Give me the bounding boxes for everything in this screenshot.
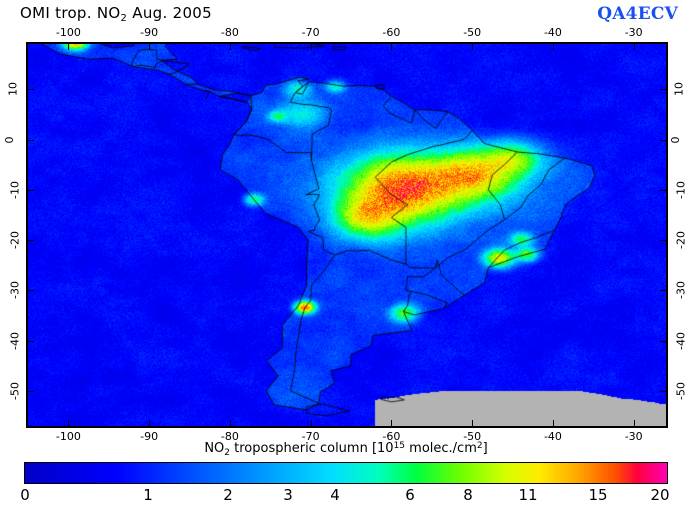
colorbar-tick-label: 0 <box>20 486 30 504</box>
x-tick-mark <box>149 44 151 50</box>
colorbar-tick-label: 2 <box>223 486 233 504</box>
x-tick-mark <box>310 44 312 50</box>
y-tick-label-left: -40 <box>8 331 22 350</box>
title-date: Aug. 2005 <box>127 4 212 22</box>
colorbar-tick-label: 20 <box>650 486 670 504</box>
colorbar-title-exponent: 15 <box>393 441 406 451</box>
x-tick-label: -50 <box>463 430 482 443</box>
colorbar-title-exponent2: 2 <box>476 441 483 451</box>
x-tick-label: -60 <box>382 26 401 39</box>
x-tick-mark <box>68 420 70 426</box>
x-tick-label: -50 <box>463 26 482 39</box>
colorbar-title: NO2 tropospheric column [1015 molec./cm2… <box>204 441 487 458</box>
y-tick-mark <box>660 240 666 242</box>
colorbar-tick-label: 4 <box>330 486 340 504</box>
colorbar-gradient <box>25 463 667 483</box>
y-tick-label-left: 10 <box>6 82 20 97</box>
colorbar-title-post: molec./cm <box>405 441 477 456</box>
title-subscript: 2 <box>120 13 128 24</box>
y-tick-mark <box>28 89 34 91</box>
x-tick-mark <box>633 420 635 426</box>
y-tick-label-right: -20 <box>674 231 688 249</box>
y-tick-mark <box>28 340 34 342</box>
colorbar[interactable] <box>24 462 668 484</box>
x-tick-mark <box>229 420 231 426</box>
x-tick-mark <box>391 420 393 426</box>
colorbar-tick-label: 3 <box>283 486 293 504</box>
colorbar-tick-label: 15 <box>588 486 608 504</box>
y-tick-label-left: -20 <box>8 231 22 249</box>
x-tick-label: -90 <box>140 26 159 39</box>
y-tick-mark <box>28 189 34 191</box>
title-text: OMI trop. NO <box>20 4 121 22</box>
colorbar-tick-label: 8 <box>463 486 473 504</box>
y-tick-label-right: -50 <box>674 381 688 400</box>
x-tick-mark <box>68 44 70 50</box>
x-tick-mark <box>229 44 231 50</box>
y-tick-mark <box>660 340 666 342</box>
colorbar-title-mid: tropospheric column [10 <box>230 441 394 456</box>
y-tick-mark <box>28 240 34 242</box>
x-tick-label: -30 <box>624 26 643 39</box>
x-tick-label: -90 <box>140 430 159 443</box>
y-tick-label-right: 0 <box>669 136 682 143</box>
x-tick-label: -80 <box>220 430 239 443</box>
x-tick-mark <box>391 44 393 50</box>
colorbar-title-pre: NO <box>204 441 225 456</box>
y-tick-label-right: -10 <box>674 180 688 199</box>
colorbar-canvas <box>25 463 667 483</box>
no2-heatmap-canvas[interactable] <box>28 44 666 426</box>
y-tick-mark <box>660 390 666 392</box>
x-tick-label: -80 <box>220 26 239 39</box>
x-tick-mark <box>633 44 635 50</box>
y-tick-mark <box>28 390 34 392</box>
y-tick-mark <box>28 139 34 141</box>
x-tick-label: -40 <box>543 430 562 443</box>
y-tick-label-right: -30 <box>674 281 688 300</box>
y-tick-label-right: -40 <box>674 331 688 350</box>
x-tick-mark <box>472 44 474 50</box>
y-tick-mark <box>660 290 666 292</box>
y-tick-mark <box>28 290 34 292</box>
y-tick-label-left: -50 <box>8 381 22 400</box>
x-tick-label: -60 <box>382 430 401 443</box>
qa4ecv-logo: QA4ECV <box>597 4 678 24</box>
y-tick-mark <box>660 89 666 91</box>
x-tick-label: -40 <box>543 26 562 39</box>
x-tick-label: -30 <box>624 430 643 443</box>
x-tick-mark <box>472 420 474 426</box>
y-tick-label-left: -10 <box>8 180 22 199</box>
map-plot-area[interactable] <box>26 42 668 428</box>
x-tick-label: -70 <box>301 26 320 39</box>
colorbar-tick-label: 6 <box>405 486 415 504</box>
y-tick-mark <box>660 139 666 141</box>
y-tick-label-left: 0 <box>3 136 16 143</box>
x-tick-label: -100 <box>55 430 81 443</box>
x-tick-mark <box>552 420 554 426</box>
colorbar-title-end: ] <box>482 441 488 456</box>
colorbar-tick-labels: 0 1 2 3 4 6 8 11 15 20 <box>0 486 692 506</box>
y-tick-label-left: -30 <box>8 281 22 300</box>
y-tick-mark <box>660 189 666 191</box>
x-tick-label: -100 <box>55 26 81 39</box>
colorbar-tick-label: 1 <box>143 486 153 504</box>
x-tick-mark <box>149 420 151 426</box>
figure-title: OMI trop. NO2 Aug. 2005 <box>20 4 212 24</box>
x-tick-mark <box>310 420 312 426</box>
x-tick-label: -70 <box>301 430 320 443</box>
colorbar-tick-label: 11 <box>518 486 538 504</box>
x-tick-mark <box>552 44 554 50</box>
y-tick-label-right: 10 <box>672 82 686 97</box>
colorbar-title-sub: 2 <box>224 448 231 458</box>
